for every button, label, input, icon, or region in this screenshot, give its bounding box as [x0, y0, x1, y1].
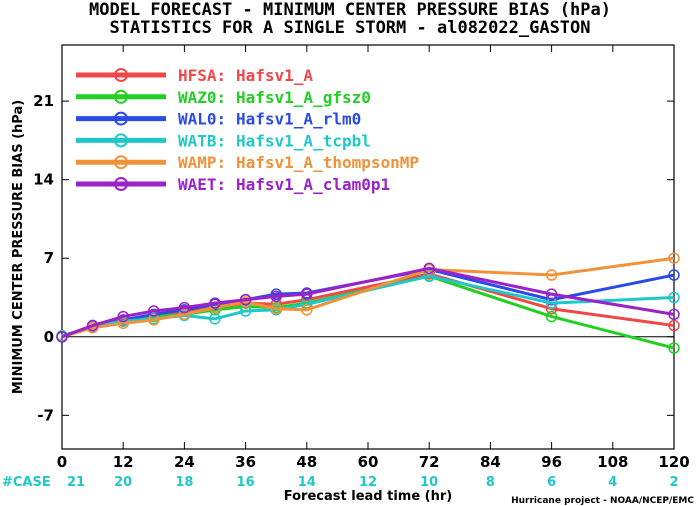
series-point: [668, 252, 680, 264]
legend-name: HFSA:: [178, 66, 226, 85]
legend-marker: [114, 133, 128, 148]
case-count: 20: [114, 475, 132, 490]
series-point: [423, 270, 435, 282]
series-point: [545, 288, 558, 300]
legend-label: Hafsv1_A_thompsonMP: [236, 153, 419, 172]
x-tick-label: 60: [358, 453, 379, 471]
legend-name: WAL0:: [178, 110, 226, 129]
x-tick-label: 72: [419, 453, 440, 471]
x-tick-label: 48: [296, 453, 317, 471]
legend-marker: [114, 89, 128, 104]
legend-label: Hafsv1_A_gfsz0: [236, 88, 371, 107]
series-point: [668, 308, 680, 321]
x-tick-label: 36: [235, 453, 256, 471]
legend-marker: [114, 68, 128, 82]
x-tick-label: 0: [57, 453, 67, 471]
x-tick-label: 120: [658, 453, 689, 471]
series-point: [178, 308, 191, 321]
case-count: 8: [486, 475, 495, 490]
x-tick-label: 12: [113, 453, 134, 471]
x-tick-label: 84: [480, 453, 501, 471]
y-tick-label: -7: [37, 406, 54, 424]
case-count: 6: [547, 475, 556, 490]
legend-marker: [114, 177, 128, 191]
series-point: [545, 310, 558, 323]
legend-name: WAET:: [178, 175, 226, 194]
series-point: [668, 319, 680, 332]
y-tick-label: 14: [33, 171, 54, 189]
x-tick-label: 24: [174, 453, 195, 471]
series-point: [56, 331, 68, 343]
legend-label: Hafsv1_A_clam0p1: [236, 175, 390, 194]
case-count: 10: [420, 475, 438, 490]
legend-name: WAMP:: [178, 153, 226, 172]
series-point: [668, 291, 680, 304]
series-point: [117, 317, 129, 330]
case-count: 16: [237, 475, 255, 490]
chart-title: MODEL FORECAST - MINIMUM CENTER PRESSURE…: [89, 0, 611, 20]
legend-label: Hafsv1_A: [236, 66, 313, 85]
series-point: [178, 301, 191, 314]
y-tick-label: 7: [44, 249, 54, 267]
series-point: [301, 304, 313, 316]
series-point: [209, 313, 221, 325]
series-point: [668, 269, 680, 281]
legend-name: WAZ0:: [178, 88, 226, 107]
x-tick-label: 108: [597, 453, 628, 471]
case-count: 18: [175, 475, 193, 490]
y-tick-label: 21: [33, 92, 54, 110]
x-tick-label: 96: [541, 453, 562, 471]
case-count: 4: [608, 475, 617, 490]
legend-label: Hafsv1_A_tcpbl: [236, 131, 371, 150]
y-axis-label: MINIMUM CENTER PRESSURE BIAS (hPa): [11, 100, 26, 394]
case-count: 21: [67, 475, 85, 490]
legend-marker: [114, 111, 128, 126]
legend-name: WATB:: [178, 131, 226, 150]
series-point: [117, 310, 129, 323]
footer-credit: Hurricane project - NOAA/NCEP/EMC: [511, 496, 694, 506]
series-point: [545, 297, 558, 309]
case-count: 2: [669, 475, 678, 490]
series-point: [423, 262, 435, 275]
y-tick-label: 0: [44, 328, 54, 346]
series-point: [209, 297, 221, 309]
series-point: [270, 302, 282, 315]
case-label: #CASE: [2, 475, 51, 490]
series-point: [86, 319, 99, 332]
case-count: 12: [359, 475, 377, 490]
series-point: [148, 305, 160, 317]
case-count: 14: [298, 475, 316, 490]
series-point: [239, 305, 252, 317]
x-axis-label: Forecast lead time (hr): [284, 489, 452, 504]
legend-label: Hafsv1_A_rlm0: [236, 110, 361, 129]
series-point: [239, 293, 252, 306]
series-point: [545, 269, 558, 281]
legend-marker: [114, 155, 128, 170]
series-point: [301, 288, 313, 300]
series-point: [148, 314, 160, 326]
chart-subtitle: STATISTICS FOR A SINGLE STORM - al082022…: [109, 18, 591, 38]
series-point: [668, 342, 680, 354]
series-point: [270, 290, 282, 303]
